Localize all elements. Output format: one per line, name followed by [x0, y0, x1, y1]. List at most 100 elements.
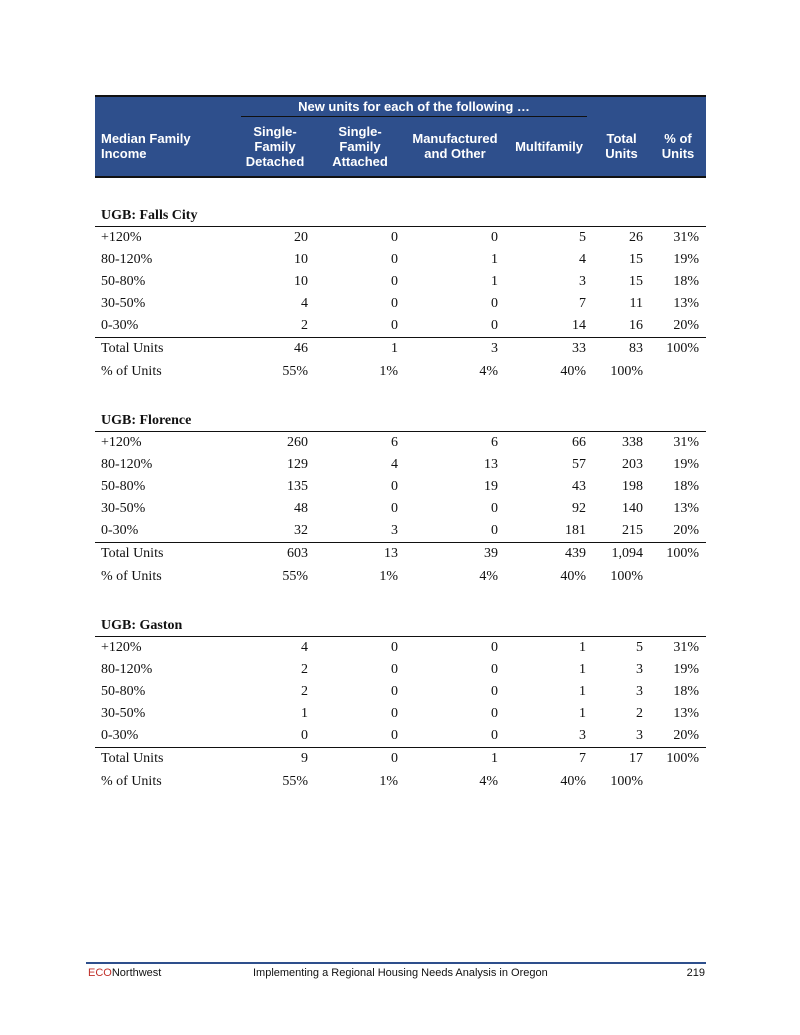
column-header-line: Units: [661, 146, 695, 161]
cell-value: 19%: [673, 252, 700, 267]
table-row: 0-30% 0 0 0 3 3 20%: [95, 725, 706, 748]
cell-value: 39: [405, 542, 505, 565]
cell-value: 40%: [560, 569, 587, 584]
cell-value: 1: [579, 684, 587, 699]
row-label: 80-120%: [101, 457, 153, 472]
cell-value: 181: [565, 523, 587, 538]
cell-value: 3: [579, 728, 587, 743]
cell-value: 13%: [673, 296, 700, 311]
row-label: 50-80%: [101, 684, 146, 699]
row-label: Total Units: [95, 747, 235, 770]
column-header-line: Multifamily: [515, 138, 583, 154]
cell-value: 100%: [650, 337, 707, 360]
cell-value: 338: [622, 435, 644, 450]
cell-value: 1: [491, 252, 498, 267]
page-number: 219: [686, 967, 705, 979]
cell-value: 55%: [282, 774, 308, 789]
cell-value: 11: [629, 296, 644, 311]
cell-value: 10: [294, 252, 308, 267]
column-header: Multifamily: [505, 119, 594, 178]
cell-value: 0: [491, 706, 498, 721]
cell-value: 18%: [673, 479, 700, 494]
cell-value: 3: [636, 662, 644, 677]
percent-row: % of Units 55% 1% 4% 40% 100%: [95, 565, 706, 589]
cell-value: 55%: [282, 364, 308, 379]
section-heading: UGB: Falls City: [95, 202, 707, 227]
column-header: % of Units: [650, 119, 707, 178]
row-label: 30-50%: [101, 706, 146, 721]
spacer: [95, 384, 706, 407]
column-header-line: Single-: [338, 123, 382, 139]
cell-value: 4%: [479, 364, 498, 379]
cell-value: 1%: [379, 569, 398, 584]
cell-value: 215: [622, 523, 644, 538]
table-row: 80-120% 129 4 13 57 203 19%: [95, 454, 706, 476]
cell-value: 20%: [673, 728, 700, 743]
cell-value: 0: [391, 479, 398, 494]
row-label: +120%: [101, 435, 142, 450]
cell-value: 439: [505, 542, 594, 565]
cell-value: 0: [391, 684, 398, 699]
cell-value: 2: [301, 662, 308, 677]
table-row: 80-120% 2 0 0 1 3 19%: [95, 659, 706, 681]
row-label: 50-80%: [101, 274, 146, 289]
section-heading: UGB: Gaston: [95, 612, 707, 637]
row-label: 50-80%: [101, 479, 146, 494]
cell-value: 2: [636, 706, 644, 721]
table-row: 50-80% 10 0 1 3 15 18%: [95, 271, 706, 293]
total-row: Total Units 9 0 1 7 17 100%: [95, 747, 707, 770]
cell-value: 129: [287, 457, 308, 472]
cell-value: 100%: [610, 364, 644, 379]
table-row: +120% 260 6 6 66 338 31%: [95, 432, 706, 455]
cell-value: 0: [391, 230, 398, 245]
table-row: 0-30% 32 3 0 181 215 20%: [95, 520, 706, 543]
cell-value: 10: [294, 274, 308, 289]
cell-value: 0: [391, 662, 398, 677]
cell-value: 15: [629, 274, 644, 289]
row-label: +120%: [101, 640, 142, 655]
cell-value: 0: [491, 728, 498, 743]
cell-value: 7: [579, 296, 587, 311]
footer-rule: [86, 962, 706, 964]
column-header-line: Detached: [245, 153, 305, 169]
cell-value: 100%: [650, 747, 707, 770]
column-header-line: Income: [101, 146, 147, 161]
cell-value: 0: [491, 318, 498, 333]
cell-value: 6: [391, 435, 398, 450]
cell-value: 40%: [560, 774, 587, 789]
cell-value: 20%: [673, 523, 700, 538]
cell-value: 1: [491, 274, 498, 289]
cell-value: 3: [636, 684, 644, 699]
cell-value: [650, 770, 706, 794]
row-label: 80-120%: [101, 662, 153, 677]
row-label: Total Units: [95, 337, 235, 360]
cell-value: 6: [491, 435, 498, 450]
row-label: 30-50%: [101, 501, 146, 516]
cell-value: 33: [505, 337, 594, 360]
cell-value: 100%: [650, 542, 707, 565]
cell-value: 16: [629, 318, 644, 333]
cell-value: 4: [579, 252, 587, 267]
cell-value: 18%: [673, 274, 700, 289]
column-header: Total Units: [593, 119, 651, 178]
column-header: Single- Family Attached: [315, 119, 405, 178]
cell-value: 13%: [673, 501, 700, 516]
cell-value: 1: [315, 337, 405, 360]
cell-value: 31%: [673, 435, 700, 450]
cell-value: 4%: [479, 569, 498, 584]
cell-value: 5: [636, 640, 644, 655]
cell-value: 0: [491, 296, 498, 311]
table-row: 50-80% 2 0 0 1 3 18%: [95, 681, 706, 703]
column-header: Median Family Income: [95, 119, 235, 178]
percent-row: % of Units 55% 1% 4% 40% 100%: [95, 360, 706, 384]
column-header: Manufactured and Other: [405, 119, 505, 178]
cell-value: [650, 360, 706, 384]
column-header: Single- Family Detached: [235, 119, 315, 178]
cell-value: 0: [391, 252, 398, 267]
cell-value: 3: [579, 274, 587, 289]
column-header-line: % of: [664, 131, 692, 146]
table-row: 30-50% 1 0 0 1 2 13%: [95, 703, 706, 725]
percent-row: % of Units 55% 1% 4% 40% 100%: [95, 770, 706, 794]
row-label: +120%: [101, 230, 142, 245]
cell-value: 15: [629, 252, 644, 267]
